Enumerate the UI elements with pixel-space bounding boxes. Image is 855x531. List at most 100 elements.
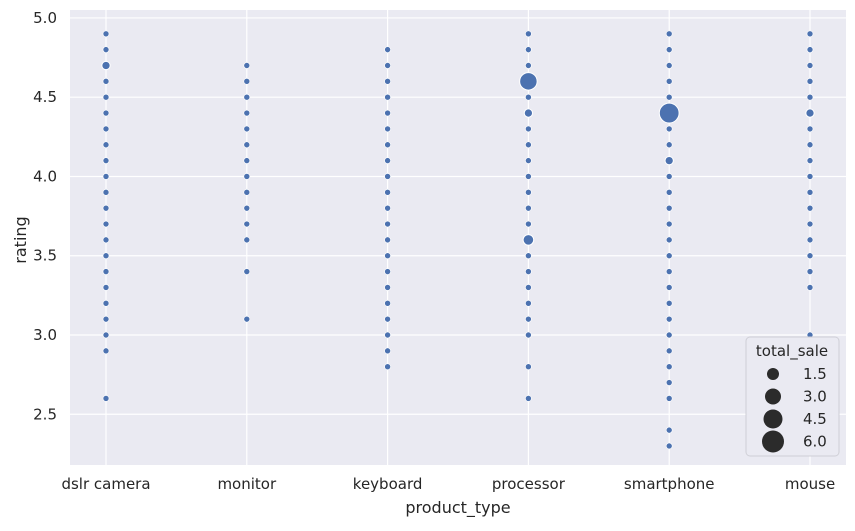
legend-label: 3.0 [803, 388, 827, 406]
data-point [384, 347, 391, 355]
data-point [102, 93, 110, 101]
data-point [102, 125, 110, 133]
data-point [243, 189, 251, 196]
data-point [806, 189, 814, 196]
data-point [665, 426, 673, 434]
x-axis-label: product_type [405, 498, 510, 518]
data-point [384, 93, 391, 101]
legend-marker [763, 409, 783, 429]
data-point [243, 125, 251, 133]
data-point [806, 46, 814, 53]
data-point [102, 189, 110, 196]
data-point [806, 268, 814, 275]
data-point [664, 155, 674, 166]
data-point [243, 109, 251, 117]
data-point [102, 204, 110, 212]
x-tick-label: monitor [217, 475, 277, 493]
data-point [525, 30, 532, 38]
data-point [525, 157, 532, 164]
x-tick-label: dslr camera [61, 475, 150, 493]
data-point [665, 347, 673, 355]
data-point [243, 93, 251, 101]
data-point [102, 157, 110, 164]
y-tick-label: 3.0 [33, 326, 57, 344]
data-point [102, 395, 110, 402]
legend: total_sale 1.5 3.0 4.5 6.0 [745, 336, 840, 457]
data-point [806, 78, 814, 85]
x-tick-label: processor [492, 475, 566, 493]
data-point [806, 220, 814, 228]
data-point [102, 173, 110, 180]
x-tick-label: keyboard [353, 475, 423, 493]
data-point [525, 363, 532, 371]
data-point [243, 236, 251, 244]
data-point [384, 125, 391, 133]
data-point [384, 141, 391, 149]
data-point [665, 220, 673, 228]
data-point [102, 109, 110, 117]
x-tick-label: mouse [785, 475, 835, 493]
data-point [102, 331, 110, 339]
tick-labels: dslr camera monitor keyboard processor smart… [33, 9, 835, 493]
data-point [243, 268, 251, 275]
data-point [525, 93, 532, 101]
y-tick-label: 3.5 [33, 247, 57, 265]
data-point [665, 204, 673, 212]
data-point [665, 299, 673, 307]
legend-label: 4.5 [803, 410, 827, 428]
data-point [806, 93, 814, 101]
data-points [101, 30, 815, 450]
data-point [805, 108, 815, 118]
data-point [525, 141, 532, 149]
data-point [101, 60, 111, 71]
data-point [243, 173, 251, 180]
data-point [102, 30, 110, 38]
data-point [658, 102, 680, 124]
y-tick-label: 4.5 [33, 88, 57, 106]
data-point [806, 30, 814, 38]
data-point [243, 78, 251, 85]
legend-marker [762, 430, 784, 453]
data-point [102, 78, 110, 85]
data-point [384, 109, 391, 117]
data-point [525, 331, 532, 339]
y-tick-label: 2.5 [33, 405, 57, 423]
data-point [519, 72, 538, 91]
data-point [665, 331, 673, 339]
y-tick-label: 4.0 [33, 167, 57, 185]
data-point [384, 62, 391, 69]
y-axis-label: rating [11, 216, 30, 263]
data-point [665, 268, 673, 275]
data-point [384, 363, 391, 371]
data-point [525, 125, 532, 133]
data-point [665, 236, 673, 244]
data-point [384, 268, 391, 275]
data-point [665, 78, 673, 85]
data-point [806, 125, 814, 133]
data-point [243, 315, 251, 323]
data-point [525, 189, 532, 196]
data-point [102, 141, 110, 149]
y-tick-label: 5.0 [33, 9, 57, 27]
data-point [384, 157, 391, 164]
legend-marker [767, 368, 779, 380]
data-point [102, 315, 110, 323]
legend-title: total_sale [756, 342, 828, 361]
data-point [525, 395, 532, 402]
data-point [384, 299, 391, 307]
data-point [665, 252, 673, 260]
legend-label: 1.5 [803, 365, 827, 383]
data-point [523, 108, 534, 118]
plot-background [70, 10, 846, 465]
data-point [102, 252, 110, 260]
data-point [243, 157, 251, 164]
data-point [525, 252, 532, 260]
data-point [525, 204, 532, 212]
data-point [102, 220, 110, 228]
x-tick-label: smartphone [624, 475, 715, 493]
data-point [102, 299, 110, 307]
data-point [806, 252, 814, 260]
data-point [806, 236, 814, 244]
data-point [243, 62, 251, 69]
